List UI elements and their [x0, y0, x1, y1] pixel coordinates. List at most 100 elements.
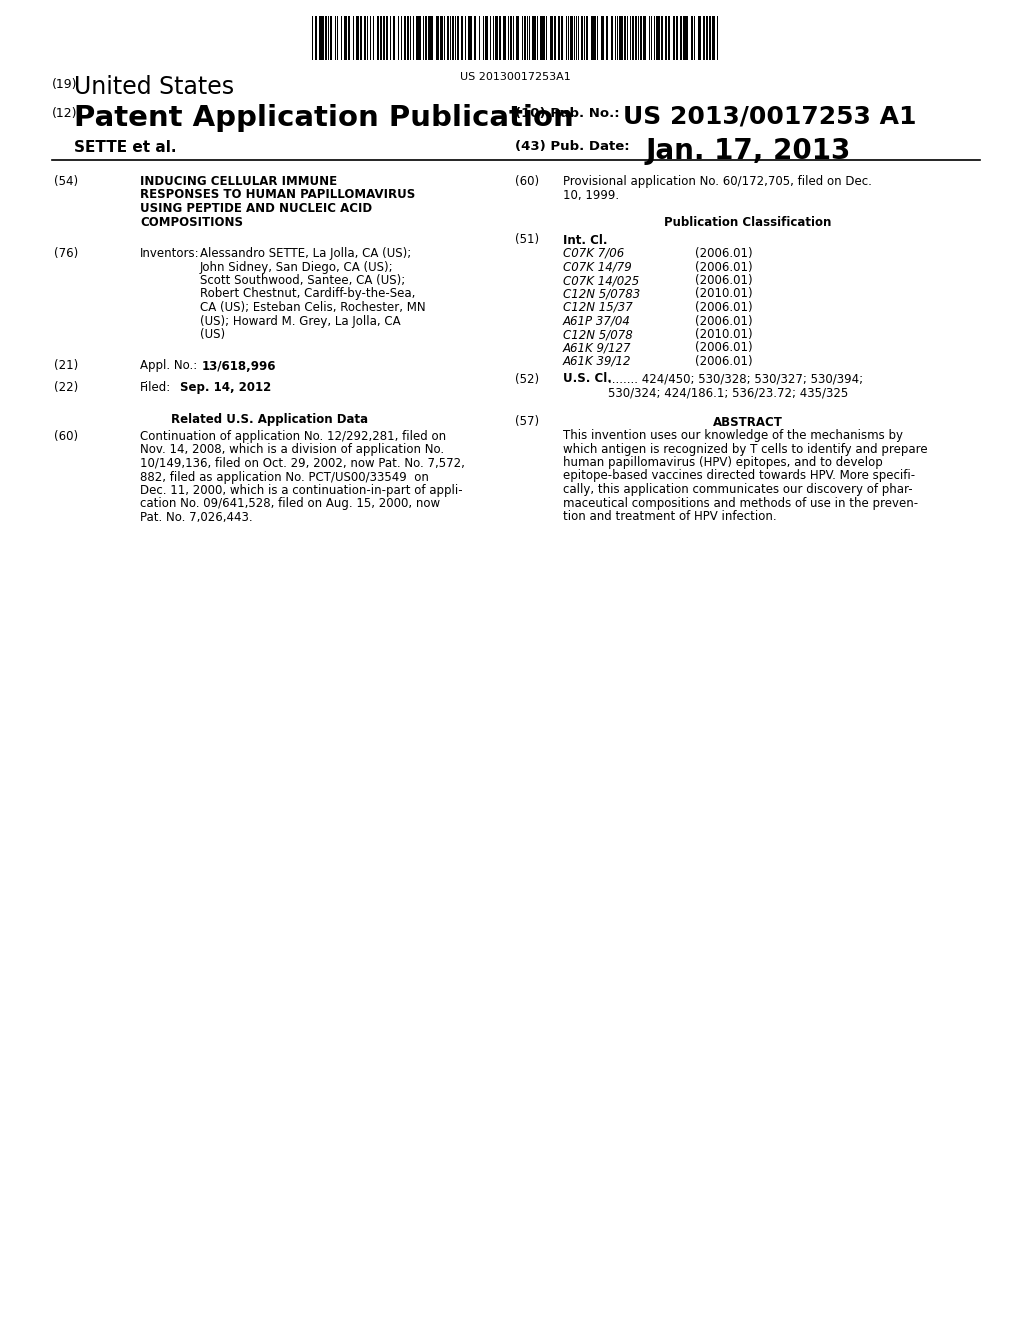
Bar: [565, 16, 567, 59]
Bar: [523, 16, 525, 59]
Bar: [717, 16, 718, 59]
Bar: [380, 16, 382, 59]
Bar: [516, 16, 518, 59]
Text: SETTE et al.: SETTE et al.: [74, 140, 176, 154]
Bar: [386, 16, 388, 59]
Bar: [627, 16, 628, 59]
Text: Scott Southwood, Santee, CA (US);: Scott Southwood, Santee, CA (US);: [200, 275, 406, 286]
Text: (60): (60): [515, 176, 539, 187]
Bar: [702, 16, 705, 59]
Bar: [624, 16, 626, 59]
Bar: [640, 16, 641, 59]
Text: US 20130017253A1: US 20130017253A1: [460, 73, 570, 82]
Bar: [373, 16, 374, 59]
Bar: [318, 16, 324, 59]
Bar: [370, 16, 371, 59]
Text: C12N 15/37: C12N 15/37: [563, 301, 633, 314]
Text: 882, filed as application No. PCT/US00/33549  on: 882, filed as application No. PCT/US00/3…: [140, 470, 429, 483]
Text: Inventors:: Inventors:: [140, 247, 200, 260]
Bar: [360, 16, 361, 59]
Text: Sep. 14, 2012: Sep. 14, 2012: [180, 381, 271, 393]
Text: epitope-based vaccines directed towards HPV. More specifi-: epitope-based vaccines directed towards …: [563, 470, 915, 483]
Bar: [591, 16, 596, 59]
Bar: [425, 16, 427, 59]
Text: (10) Pub. No.:: (10) Pub. No.:: [515, 107, 620, 120]
Text: C12N 5/0783: C12N 5/0783: [563, 288, 640, 301]
Text: cally, this application communicates our discovery of phar-: cally, this application communicates our…: [563, 483, 912, 496]
Bar: [407, 16, 409, 59]
Bar: [676, 16, 678, 59]
Text: (US); Howard M. Grey, La Jolla, CA: (US); Howard M. Grey, La Jolla, CA: [200, 314, 400, 327]
Bar: [348, 16, 350, 59]
Bar: [557, 16, 560, 59]
Text: (2006.01): (2006.01): [695, 275, 753, 286]
Text: Pat. No. 7,026,443.: Pat. No. 7,026,443.: [140, 511, 253, 524]
Bar: [680, 16, 682, 59]
Text: (43) Pub. Date:: (43) Pub. Date:: [515, 140, 630, 153]
Text: 10/149,136, filed on Oct. 29, 2002, now Pat. No. 7,572,: 10/149,136, filed on Oct. 29, 2002, now …: [140, 457, 465, 470]
Bar: [389, 16, 391, 59]
Text: Jan. 17, 2013: Jan. 17, 2013: [645, 137, 850, 165]
Bar: [656, 16, 659, 59]
Bar: [403, 16, 406, 59]
Bar: [465, 16, 466, 59]
Text: (57): (57): [515, 416, 539, 429]
Bar: [698, 16, 700, 59]
Bar: [440, 16, 442, 59]
Text: (2006.01): (2006.01): [695, 260, 753, 273]
Bar: [683, 16, 688, 59]
Bar: [605, 16, 608, 59]
Bar: [550, 16, 553, 59]
Bar: [532, 16, 536, 59]
Text: A61K 9/127: A61K 9/127: [563, 342, 632, 355]
Bar: [706, 16, 708, 59]
Text: human papillomavirus (HPV) epitopes, and to develop: human papillomavirus (HPV) epitopes, and…: [563, 455, 883, 469]
Bar: [561, 16, 563, 59]
Bar: [668, 16, 670, 59]
Bar: [665, 16, 667, 59]
Bar: [461, 16, 463, 59]
Text: (2006.01): (2006.01): [695, 355, 753, 368]
Bar: [428, 16, 433, 59]
Bar: [443, 16, 445, 59]
Text: Publication Classification: Publication Classification: [664, 216, 831, 228]
Bar: [400, 16, 402, 59]
Text: maceutical compositions and methods of use in the preven-: maceutical compositions and methods of u…: [563, 496, 919, 510]
Bar: [600, 16, 604, 59]
Bar: [393, 16, 394, 59]
Text: (2006.01): (2006.01): [695, 314, 753, 327]
Bar: [452, 16, 454, 59]
Bar: [383, 16, 384, 59]
Text: USING PEPTIDE AND NUCLEIC ACID: USING PEPTIDE AND NUCLEIC ACID: [140, 202, 372, 215]
Text: RESPONSES TO HUMAN PAPILLOMAVIRUS: RESPONSES TO HUMAN PAPILLOMAVIRUS: [140, 189, 416, 202]
Bar: [503, 16, 506, 59]
Text: (2006.01): (2006.01): [695, 301, 753, 314]
Bar: [512, 16, 514, 59]
Text: (76): (76): [54, 247, 78, 260]
Text: Provisional application No. 60/172,705, filed on Dec.: Provisional application No. 60/172,705, …: [563, 176, 871, 187]
Bar: [570, 16, 572, 59]
Text: (52): (52): [515, 372, 539, 385]
Text: (22): (22): [54, 381, 78, 393]
Bar: [413, 16, 414, 59]
Bar: [673, 16, 675, 59]
Bar: [709, 16, 711, 59]
Text: Robert Chestnut, Cardiff-by-the-Sea,: Robert Chestnut, Cardiff-by-the-Sea,: [200, 288, 416, 301]
Text: (2010.01): (2010.01): [695, 327, 753, 341]
Text: C07K 14/79: C07K 14/79: [563, 260, 632, 273]
Bar: [468, 16, 471, 59]
Bar: [446, 16, 449, 59]
Bar: [642, 16, 646, 59]
Text: 13/618,996: 13/618,996: [202, 359, 276, 372]
Text: cation No. 09/641,528, filed on Aug. 15, 2000, now: cation No. 09/641,528, filed on Aug. 15,…: [140, 498, 440, 511]
Bar: [632, 16, 634, 59]
Text: A61P 37/04: A61P 37/04: [563, 314, 631, 327]
Text: Nov. 14, 2008, which is a division of application No.: Nov. 14, 2008, which is a division of ap…: [140, 444, 444, 457]
Text: Related U.S. Application Data: Related U.S. Application Data: [171, 412, 368, 425]
Bar: [662, 16, 663, 59]
Bar: [610, 16, 612, 59]
Bar: [554, 16, 555, 59]
Text: ........ 424/450; 530/328; 530/327; 530/394;: ........ 424/450; 530/328; 530/327; 530/…: [608, 372, 863, 385]
Text: (12): (12): [52, 107, 78, 120]
Bar: [712, 16, 715, 59]
